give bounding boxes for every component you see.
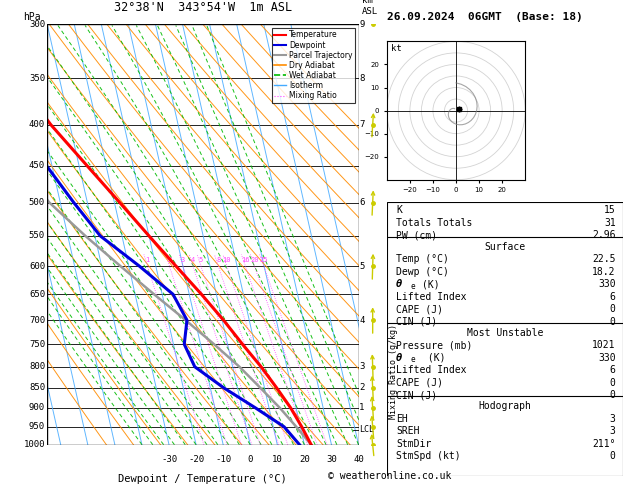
Text: 3: 3 bbox=[359, 362, 365, 371]
Text: 2: 2 bbox=[167, 257, 172, 263]
Text: 600: 600 bbox=[29, 262, 45, 271]
Text: 1: 1 bbox=[359, 403, 365, 413]
Text: 4: 4 bbox=[191, 257, 195, 263]
Text: Lifted Index: Lifted Index bbox=[396, 292, 467, 301]
Text: 8: 8 bbox=[359, 73, 365, 83]
Text: 40: 40 bbox=[353, 455, 364, 464]
Text: 20: 20 bbox=[250, 257, 259, 263]
Text: 0: 0 bbox=[610, 378, 616, 388]
Text: 25: 25 bbox=[260, 257, 268, 263]
Text: 0: 0 bbox=[610, 316, 616, 327]
Text: 10: 10 bbox=[272, 455, 282, 464]
Text: © weatheronline.co.uk: © weatheronline.co.uk bbox=[328, 471, 452, 481]
Text: 5: 5 bbox=[199, 257, 203, 263]
Text: 8: 8 bbox=[216, 257, 221, 263]
Text: K: K bbox=[396, 206, 402, 215]
Text: θ: θ bbox=[396, 279, 403, 289]
Text: 1: 1 bbox=[145, 257, 150, 263]
Text: 26.09.2024  06GMT  (Base: 18): 26.09.2024 06GMT (Base: 18) bbox=[387, 12, 582, 22]
Text: 15: 15 bbox=[604, 206, 616, 215]
Text: 950: 950 bbox=[29, 422, 45, 431]
Text: 350: 350 bbox=[29, 73, 45, 83]
Text: CAPE (J): CAPE (J) bbox=[396, 304, 443, 314]
Text: -20: -20 bbox=[188, 455, 204, 464]
Text: Dewpoint / Temperature (°C): Dewpoint / Temperature (°C) bbox=[118, 474, 287, 484]
Text: 3: 3 bbox=[181, 257, 185, 263]
Text: 1000: 1000 bbox=[23, 440, 45, 449]
Text: Temp (°C): Temp (°C) bbox=[396, 254, 449, 264]
Text: 31: 31 bbox=[604, 218, 616, 228]
Text: 330: 330 bbox=[598, 279, 616, 289]
Text: Dewp (°C): Dewp (°C) bbox=[396, 267, 449, 277]
Text: 850: 850 bbox=[29, 383, 45, 392]
Text: 900: 900 bbox=[29, 403, 45, 413]
Text: θ: θ bbox=[396, 353, 403, 363]
Text: Lifted Index: Lifted Index bbox=[396, 365, 467, 375]
Text: Hodograph: Hodograph bbox=[478, 401, 532, 411]
Text: SREH: SREH bbox=[396, 426, 420, 436]
Text: kt: kt bbox=[391, 44, 402, 52]
Text: Mixing Ratio (g/kg): Mixing Ratio (g/kg) bbox=[389, 324, 398, 419]
Text: 750: 750 bbox=[29, 340, 45, 349]
Text: 7: 7 bbox=[359, 120, 365, 129]
Text: 330: 330 bbox=[598, 353, 616, 363]
Text: e: e bbox=[411, 282, 415, 291]
Text: (K): (K) bbox=[422, 353, 446, 363]
Text: 400: 400 bbox=[29, 120, 45, 129]
Text: 18.2: 18.2 bbox=[592, 267, 616, 277]
Text: km
ASL: km ASL bbox=[362, 0, 378, 16]
Text: 2.96: 2.96 bbox=[592, 230, 616, 241]
Text: CIN (J): CIN (J) bbox=[396, 390, 437, 400]
Text: 4: 4 bbox=[359, 315, 365, 325]
Text: 32°38'N  343°54'W  1m ASL: 32°38'N 343°54'W 1m ASL bbox=[114, 1, 292, 14]
Text: 800: 800 bbox=[29, 362, 45, 371]
Text: Surface: Surface bbox=[484, 242, 525, 252]
Text: hPa: hPa bbox=[23, 12, 41, 22]
Text: e: e bbox=[411, 355, 415, 364]
Text: StmDir: StmDir bbox=[396, 439, 431, 449]
Text: 700: 700 bbox=[29, 315, 45, 325]
Text: 6: 6 bbox=[610, 292, 616, 301]
Text: CIN (J): CIN (J) bbox=[396, 316, 437, 327]
Text: StmSpd (kt): StmSpd (kt) bbox=[396, 451, 461, 461]
Text: 10: 10 bbox=[223, 257, 231, 263]
Text: PW (cm): PW (cm) bbox=[396, 230, 437, 241]
Text: Most Unstable: Most Unstable bbox=[467, 328, 543, 338]
Text: (K): (K) bbox=[422, 279, 440, 289]
Text: -30: -30 bbox=[161, 455, 177, 464]
Text: 30: 30 bbox=[326, 455, 337, 464]
Text: 9: 9 bbox=[359, 20, 365, 29]
Text: 20: 20 bbox=[299, 455, 309, 464]
Text: -10: -10 bbox=[215, 455, 231, 464]
Text: CAPE (J): CAPE (J) bbox=[396, 378, 443, 388]
Text: Pressure (mb): Pressure (mb) bbox=[396, 340, 472, 350]
Text: 211°: 211° bbox=[592, 439, 616, 449]
Legend: Temperature, Dewpoint, Parcel Trajectory, Dry Adiabat, Wet Adiabat, Isotherm, Mi: Temperature, Dewpoint, Parcel Trajectory… bbox=[272, 28, 355, 103]
Text: 22.5: 22.5 bbox=[592, 254, 616, 264]
Text: 5: 5 bbox=[359, 262, 365, 271]
Text: EH: EH bbox=[396, 414, 408, 424]
Text: 650: 650 bbox=[29, 290, 45, 299]
Text: 1021: 1021 bbox=[592, 340, 616, 350]
Text: Totals Totals: Totals Totals bbox=[396, 218, 472, 228]
Text: 3: 3 bbox=[610, 414, 616, 424]
Text: 300: 300 bbox=[29, 20, 45, 29]
Text: 0: 0 bbox=[610, 304, 616, 314]
Text: 550: 550 bbox=[29, 231, 45, 241]
Text: 16: 16 bbox=[241, 257, 250, 263]
Text: 450: 450 bbox=[29, 161, 45, 171]
Text: 6: 6 bbox=[359, 198, 365, 207]
Text: 6: 6 bbox=[610, 365, 616, 375]
Text: 0: 0 bbox=[610, 451, 616, 461]
Text: 0: 0 bbox=[248, 455, 253, 464]
Text: 500: 500 bbox=[29, 198, 45, 207]
Text: 2: 2 bbox=[359, 383, 365, 392]
Text: LCL: LCL bbox=[359, 425, 374, 434]
Text: 3: 3 bbox=[610, 426, 616, 436]
Text: 0: 0 bbox=[610, 390, 616, 400]
